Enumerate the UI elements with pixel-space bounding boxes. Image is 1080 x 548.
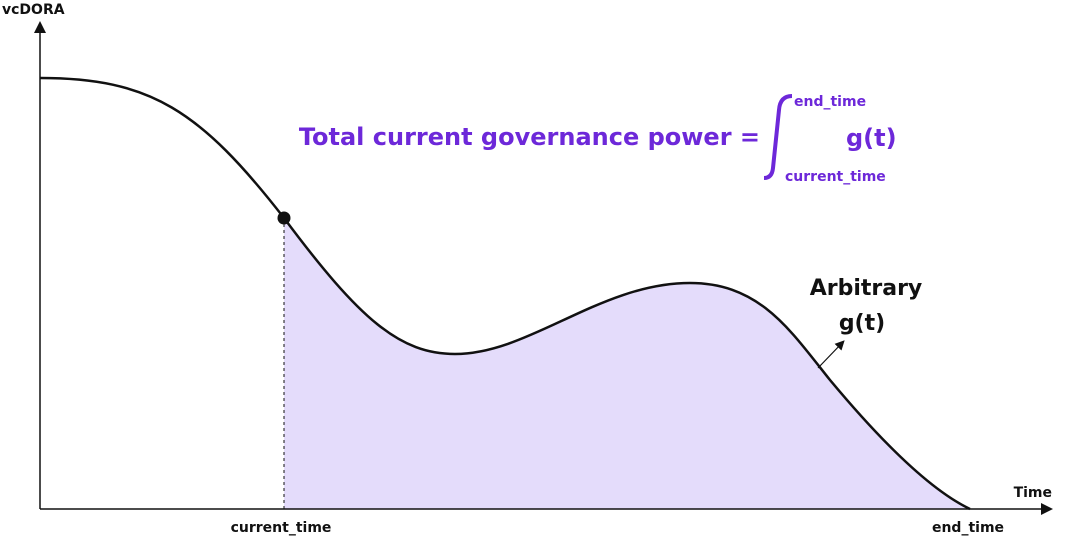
x-tick-label: end_time: [932, 520, 1004, 536]
x-axis-label: Time: [1014, 485, 1052, 501]
integral-sign: [763, 94, 793, 180]
x-tick-label: current_time: [231, 520, 332, 536]
integral-upper: end_time: [794, 94, 866, 110]
curve-label: g(t): [839, 311, 885, 336]
curve: [39, 76, 971, 511]
current-point: [277, 211, 291, 225]
curve-label: Arbitrary: [810, 276, 923, 301]
area: [284, 218, 970, 509]
integral-lower: current_time: [785, 169, 886, 185]
y-axis-label: vcDORA: [2, 2, 65, 18]
formula-text: Total current governance power =: [299, 123, 760, 151]
label-arrow: [817, 340, 845, 369]
integrand: g(t): [846, 124, 897, 152]
